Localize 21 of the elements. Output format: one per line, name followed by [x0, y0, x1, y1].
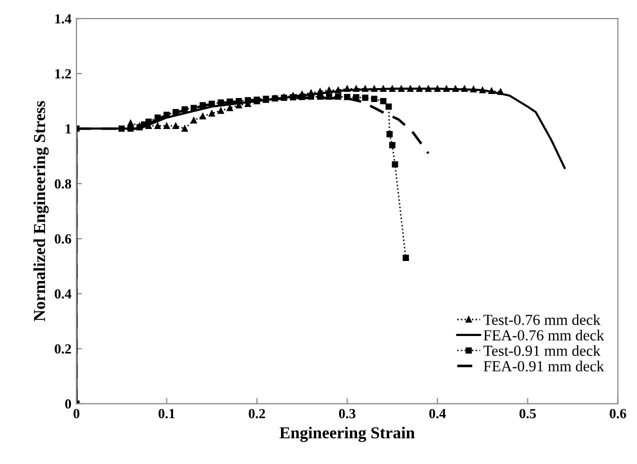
- legend-label: FEA-0.91 mm deck: [484, 360, 604, 372]
- x-tick-label: 0.5: [519, 408, 536, 418]
- y-tick-label: 1.4: [55, 14, 72, 24]
- y-axis-title: Normalized Engineering Stress: [33, 101, 49, 322]
- legend-label: Test-0.76 mm deck: [483, 314, 601, 326]
- legend-label: Test-0.91 mm deck: [483, 345, 601, 356]
- x-tick-label: 0.4: [429, 408, 446, 418]
- y-tick-label: 0.6: [54, 234, 72, 244]
- x-tick-label: 0.1: [158, 408, 175, 418]
- y-tick-label: 1: [66, 124, 71, 134]
- y-tick-label: 0.2: [54, 344, 71, 354]
- x-tick-label: 0.6: [610, 408, 626, 418]
- y-tick-label: 0: [65, 399, 72, 409]
- x-axis-title: Engineering Strain: [280, 426, 415, 442]
- x-tick-label: 0.3: [339, 408, 356, 418]
- y-tick-label: 1.2: [55, 69, 71, 79]
- legend-label: FEA-0.76 mm deck: [484, 330, 604, 341]
- x-tick-label: 0: [73, 408, 80, 418]
- y-tick-label: 0.4: [54, 289, 72, 299]
- y-tick-label: 0.8: [54, 179, 72, 189]
- x-tick-label: 0.2: [248, 408, 266, 418]
